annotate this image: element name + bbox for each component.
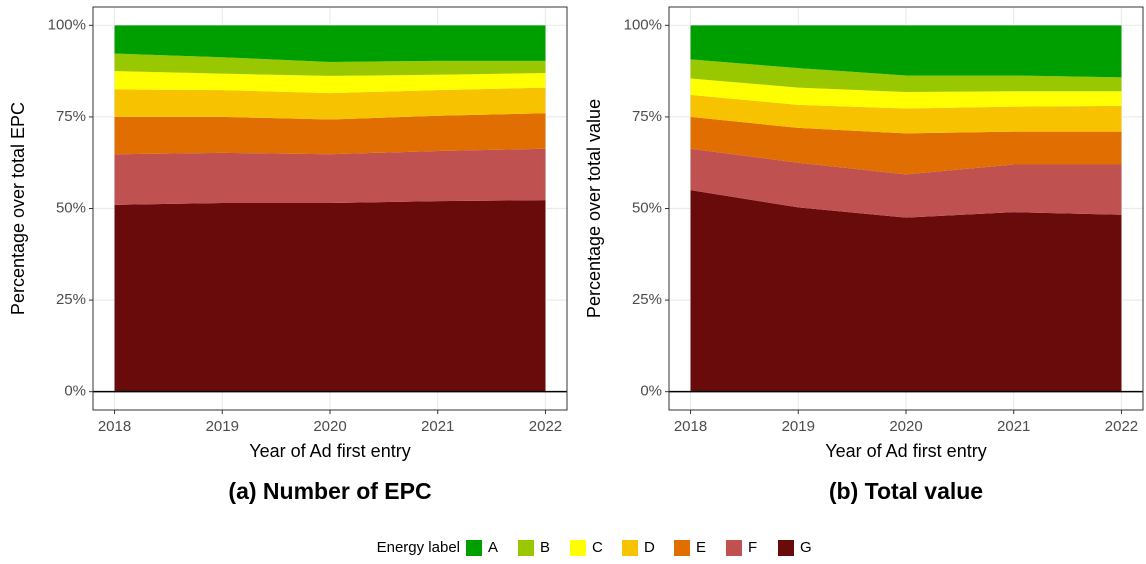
caption: (a) Number of EPC [228, 478, 431, 504]
y-tick-label: 0% [64, 383, 86, 400]
area [690, 116, 1122, 175]
y-tick-label: 25% [632, 291, 662, 308]
area [114, 200, 546, 392]
legend-swatch [466, 540, 482, 556]
legend-label: A [488, 539, 498, 556]
area [114, 71, 546, 94]
legend-swatch [518, 540, 534, 556]
x-tick-label: 2022 [529, 418, 562, 435]
y-tick-label: 75% [56, 108, 86, 125]
legend-label: G [800, 539, 812, 556]
x-axis-title: Year of Ad first entry [249, 441, 410, 461]
legend-swatch [674, 540, 690, 556]
area [690, 59, 1122, 92]
legend-label: B [540, 539, 550, 556]
legend-swatch [778, 540, 794, 556]
legend-swatch [726, 540, 742, 556]
area [114, 53, 546, 76]
area [690, 148, 1122, 218]
y-axis-title: Percentage over total EPC [8, 102, 28, 315]
caption: (b) Total value [829, 478, 983, 504]
x-tick-label: 2020 [313, 418, 346, 435]
area [114, 113, 546, 155]
area [690, 25, 1122, 78]
area [114, 148, 546, 205]
legend-label: C [592, 539, 603, 556]
legend-label: F [748, 539, 757, 556]
x-tick-label: 2018 [674, 418, 707, 435]
area [690, 190, 1122, 392]
y-axis-title: Percentage over total value [584, 99, 604, 318]
legend-label: E [696, 539, 706, 556]
legend-swatch [622, 540, 638, 556]
y-tick-label: 75% [632, 108, 662, 125]
panel-border [668, 6, 1144, 411]
area [114, 87, 546, 120]
x-tick-label: 2020 [889, 418, 922, 435]
y-tick-label: 25% [56, 291, 86, 308]
area [690, 94, 1122, 134]
legend-title: Energy label [377, 539, 460, 556]
legend-swatch [570, 540, 586, 556]
y-tick-label: 50% [632, 199, 662, 216]
x-tick-label: 2021 [997, 418, 1030, 435]
area [114, 25, 546, 62]
x-tick-label: 2018 [98, 418, 131, 435]
area [690, 78, 1122, 109]
legend-label: D [644, 539, 655, 556]
x-axis-title: Year of Ad first entry [825, 441, 986, 461]
x-tick-label: 2019 [206, 418, 239, 435]
panel-border [92, 6, 568, 411]
y-tick-label: 100% [48, 16, 86, 33]
x-tick-label: 2022 [1105, 418, 1138, 435]
y-tick-label: 100% [624, 16, 662, 33]
x-tick-label: 2019 [782, 418, 815, 435]
y-tick-label: 50% [56, 199, 86, 216]
x-tick-label: 2021 [421, 418, 454, 435]
y-tick-label: 0% [640, 383, 662, 400]
